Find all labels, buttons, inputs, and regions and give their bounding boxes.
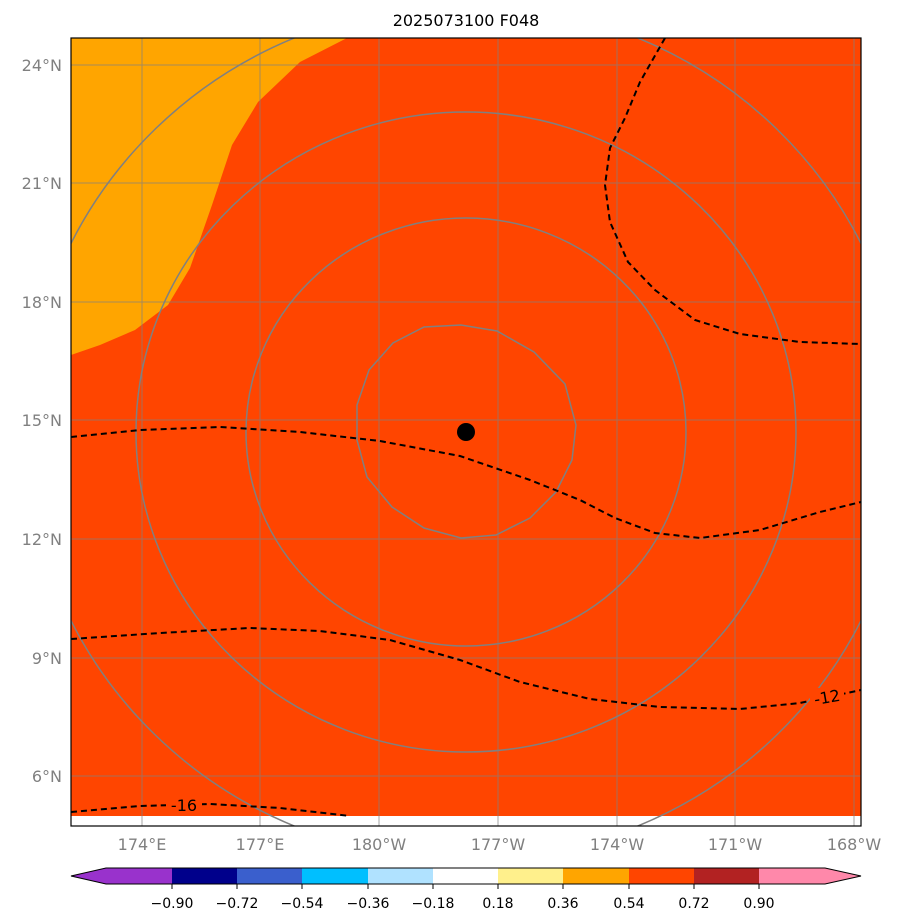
contour-label-16: -16 — [171, 796, 197, 815]
colorbar-tick-label: 0.90 — [743, 896, 774, 912]
colorbar-segment — [172, 868, 238, 884]
colorbar-segment — [237, 868, 303, 884]
colorbar-segment — [498, 868, 564, 884]
chart-title: 2025073100 F048 — [393, 11, 540, 30]
lon-tick-label: 177°W — [471, 835, 526, 854]
colorbar-segment — [629, 868, 695, 884]
fill-region-0.36-0.54 — [71, 38, 347, 355]
colorbar-tick-label: 0.72 — [678, 896, 709, 912]
colorbar-extend-low — [71, 868, 106, 884]
graticule — [71, 38, 861, 826]
lat-tick-label: 24°N — [22, 56, 62, 75]
colorbar-tick-label: 0.36 — [547, 896, 578, 912]
range-ring-1 — [356, 324, 577, 539]
colorbar-segment — [433, 868, 499, 884]
center-marker — [457, 423, 475, 441]
colorbar-segment — [106, 868, 172, 884]
lat-tick-label: 15°N — [22, 411, 62, 430]
lat-tick-label: 9°N — [32, 649, 62, 668]
contour-line-12 — [71, 626, 861, 711]
lat-tick-label: 21°N — [22, 174, 62, 193]
lat-ticks: 6°N 9°N 12°N 15°N 18°N 21°N 24°N — [22, 56, 62, 786]
colorbar-tick-label: −0.72 — [216, 896, 259, 912]
colorbar-tick-label: 0.18 — [482, 896, 513, 912]
contour-line-ne — [603, 38, 861, 345]
range-ring-3 — [135, 111, 797, 753]
colorbar-segment — [368, 868, 434, 884]
colorbar-segment — [694, 868, 760, 884]
colorbar-tick-label: −0.36 — [347, 896, 390, 912]
lat-tick-label: 12°N — [22, 530, 62, 549]
lon-tick-label: 171°W — [708, 835, 763, 854]
lon-tick-label: 180°W — [352, 835, 407, 854]
colorbar-segment — [563, 868, 629, 884]
contour-line-16 — [71, 802, 351, 817]
lat-tick-label: 6°N — [32, 767, 62, 786]
colorbar-segment — [759, 868, 825, 884]
contours — [71, 38, 861, 817]
lon-tick-label: 168°W — [827, 835, 882, 854]
lon-tick-label: 177°E — [236, 835, 285, 854]
lon-tick-label: 174°E — [118, 835, 167, 854]
colorbar-tick-label: −0.18 — [412, 896, 455, 912]
plot-area: -12 -16 — [71, 38, 861, 826]
colorbar-extend-high — [825, 868, 861, 884]
lon-ticks: 174°E 177°E 180°W 177°W 174°W 171°W 168°… — [118, 835, 882, 854]
colorbar-tick-label: −0.54 — [281, 896, 324, 912]
range-ring-2 — [245, 217, 687, 647]
lat-tick-label: 18°N — [22, 293, 62, 312]
colorbar-tick-label: 0.54 — [613, 896, 644, 912]
plot-frame — [70, 37, 862, 827]
colorbar-tick-label: −0.90 — [151, 896, 194, 912]
contour-line-mid — [71, 425, 861, 540]
lon-tick-label: 174°W — [590, 835, 645, 854]
colorbar: −0.90 −0.72 −0.54 −0.36 −0.18 0.18 0.36 … — [70, 867, 862, 912]
colorbar-segment — [302, 868, 368, 884]
contour-label-12: -12 — [813, 686, 842, 709]
range-rings — [71, 38, 861, 826]
